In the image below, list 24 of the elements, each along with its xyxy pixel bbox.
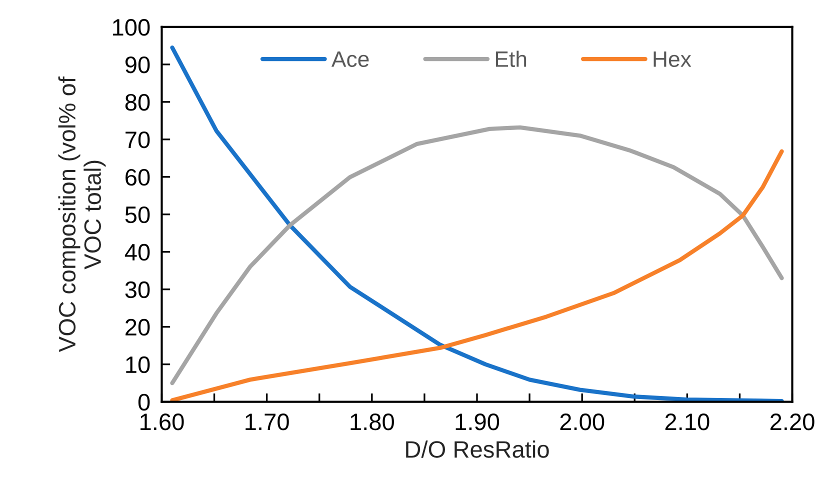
legend-label: Eth bbox=[496, 50, 526, 67]
y-tick-label: 0 bbox=[138, 394, 150, 411]
x-tick-label: 2.10 bbox=[665, 414, 710, 430]
y-tick-label: 70 bbox=[126, 131, 150, 148]
y-tick-label: 100 bbox=[113, 19, 150, 36]
x-tick-label: 2.20 bbox=[770, 414, 814, 430]
x-tick-label: 1.60 bbox=[140, 414, 184, 430]
x-axis-title: D/O ResRatio bbox=[406, 440, 549, 458]
y-tick-label: 60 bbox=[126, 168, 150, 186]
y-tick-label: 90 bbox=[125, 56, 150, 74]
x-tick-label: 1.90 bbox=[456, 414, 500, 430]
y-tick-label: 30 bbox=[125, 281, 150, 298]
y-axis-title: VOC composition (vol% of VOC total) bbox=[58, 76, 106, 352]
legend-label: Ace bbox=[331, 52, 369, 68]
y-tick-label: 40 bbox=[124, 244, 150, 261]
y-tick-label: 20 bbox=[126, 318, 150, 336]
x-tick-label: 1.80 bbox=[350, 414, 394, 430]
y-tick-label: 50 bbox=[125, 206, 150, 224]
x-tick-label: 2.00 bbox=[560, 414, 604, 430]
y-tick-label: 10 bbox=[126, 356, 150, 374]
line-series bbox=[170, 45, 784, 402]
y-tick-label: 80 bbox=[125, 94, 150, 111]
legend-label: Hex bbox=[654, 52, 692, 68]
x-tick-label: 1.70 bbox=[246, 414, 289, 430]
